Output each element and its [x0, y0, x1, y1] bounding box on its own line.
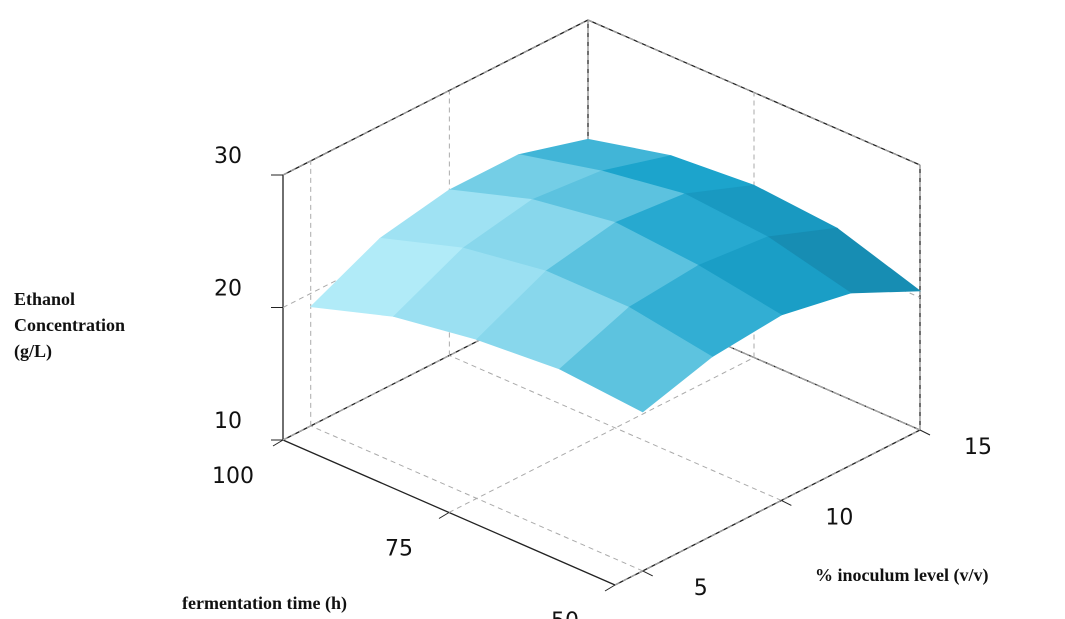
z-tick-label: 10: [214, 409, 242, 434]
grid-line: [282, 284, 589, 441]
x-tick: [272, 439, 284, 447]
x-tick: [604, 584, 616, 592]
z-axis-title: Ethanol Concentration (g/L): [14, 289, 125, 361]
grid-line: [310, 425, 643, 572]
grid-line: [449, 354, 782, 501]
grid-line: [282, 19, 589, 176]
y-tick: [919, 429, 931, 436]
x-tick-label: 50: [551, 609, 579, 619]
grid-line: [587, 284, 921, 431]
x-tick-label: 100: [212, 464, 254, 489]
y-tick: [642, 570, 653, 577]
grid-line: [614, 429, 921, 586]
y-tick-label: 10: [825, 505, 853, 530]
y-axis-title: % inoculum level (v/v): [815, 565, 989, 585]
y-tick: [781, 500, 792, 506]
x-tick: [438, 512, 450, 519]
surface-patch: [559, 306, 713, 413]
x-axis-title: fermentation time (h): [182, 593, 347, 613]
x-tick-label: 75: [385, 537, 413, 562]
grid-line: [587, 19, 921, 166]
z-tick-label: 20: [214, 277, 242, 302]
y-tick-label: 15: [964, 435, 992, 460]
y-tick-label: 5: [694, 576, 708, 601]
z-tick-label: 30: [214, 144, 242, 169]
grid-line: [448, 357, 755, 513]
